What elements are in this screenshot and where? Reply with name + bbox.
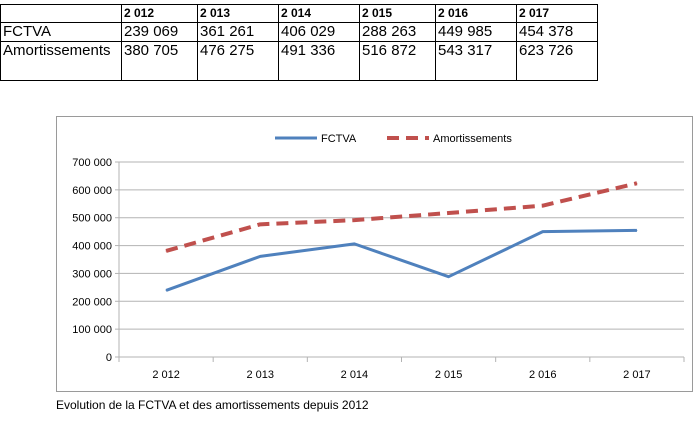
data-point-amortissements: [448, 212, 450, 214]
data-point-fctva: [542, 231, 544, 233]
y-tick-label: 500 000: [72, 213, 112, 225]
table-cell: 406 029: [278, 22, 360, 42]
data-point-fctva: [353, 243, 355, 245]
chart-svg: 0 100 000 200 000 300 000 400 000 500 000 600 …: [72, 133, 685, 381]
table-cell: 361 261: [197, 22, 279, 42]
data-point-fctva: [636, 229, 638, 231]
table-cell: 454 378: [516, 22, 598, 42]
series-line-fctva: [165, 228, 637, 292]
x-tick-label: 2 016: [529, 369, 557, 381]
table-cell: 239 069: [121, 22, 198, 42]
data-point-amortissements: [353, 219, 355, 221]
y-tick-label: 600 000: [72, 185, 112, 197]
data-point-amortissements: [636, 182, 638, 184]
table-header-year: 2 013: [197, 4, 279, 23]
y-tick-label: 0: [106, 352, 112, 364]
table-header-year: 2 017: [516, 4, 598, 23]
x-tick-label: 2 012: [152, 369, 180, 381]
data-point-fctva: [259, 255, 261, 257]
table-cell: 491 336: [278, 41, 360, 81]
table-cell: 543 317: [435, 41, 517, 81]
table-row-label: FCTVA: [0, 22, 122, 42]
table-cell: 623 726: [516, 41, 598, 81]
table-cell: 449 985: [435, 22, 517, 42]
y-tick-label: 400 000: [72, 241, 112, 253]
table-header-year: 2 012: [121, 4, 198, 23]
data-point-amortissements: [165, 250, 167, 252]
y-tick-label: 100 000: [72, 324, 112, 336]
series-line-amortissements: [165, 181, 638, 253]
table-header-year: 2 014: [278, 4, 360, 23]
table-cell: 380 705: [121, 41, 198, 81]
table-header-row: 2 012 2 013 2 014 2 015 2 016 2 017: [0, 4, 598, 23]
line-chart: 0 100 000 200 000 300 000 400 000 500 000 600 …: [56, 116, 693, 392]
table-header-year: 2 016: [435, 4, 517, 23]
table-header-empty: [0, 4, 122, 23]
x-tick-label: 2 013: [246, 369, 274, 381]
x-tick-label: 2 014: [341, 369, 369, 381]
y-tick-label: 700 000: [72, 157, 112, 169]
data-point-amortissements: [542, 205, 544, 207]
table-cell: 288 263: [359, 22, 436, 42]
legend-label-fctva: FCTVA: [321, 133, 357, 145]
table-cell: 476 275: [197, 41, 279, 81]
y-tick-label: 300 000: [72, 268, 112, 280]
legend-label-amortissements: Amortissements: [433, 133, 512, 145]
data-table: 2 012 2 013 2 014 2 015 2 016 2 017 FCTV…: [0, 4, 598, 81]
table-row: FCTVA 239 069 361 261 406 029 288 263 44…: [0, 22, 598, 42]
chart-caption: Evolution de la FCTVA et des amortisseme…: [56, 398, 369, 412]
data-point-amortissements: [259, 223, 261, 225]
table-cell: 516 872: [359, 41, 436, 81]
table-row: Amortissements 380 705 476 275 491 336 5…: [0, 41, 598, 81]
x-tick-label: 2 017: [623, 369, 651, 381]
table-row-label: Amortissements: [0, 41, 122, 81]
table-header-year: 2 015: [359, 4, 436, 23]
data-point-fctva: [448, 276, 450, 278]
y-tick-label: 200 000: [72, 296, 112, 308]
x-tick-label: 2 015: [435, 369, 463, 381]
data-point-fctva: [165, 289, 167, 291]
